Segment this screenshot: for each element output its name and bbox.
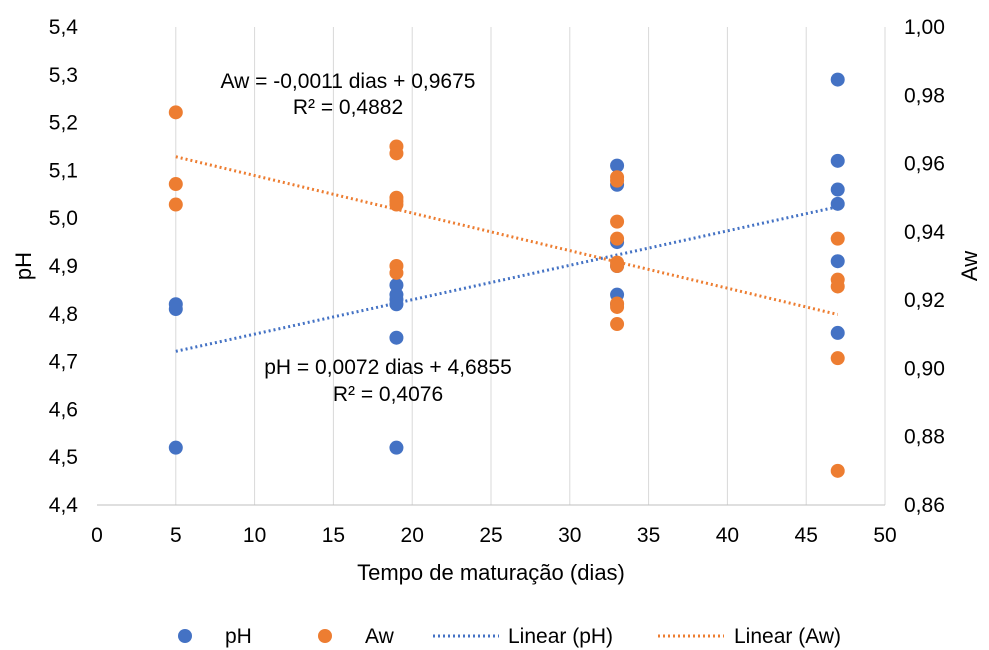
aw-point xyxy=(610,231,625,246)
legend-label-ph: pH xyxy=(225,625,252,648)
y-left-tick-label: 4,7 xyxy=(49,351,78,374)
legend: pH Aw Linear (pH) Linear (Aw) xyxy=(178,625,841,648)
y-right-tick-label: 0,92 xyxy=(904,289,945,312)
aw-point xyxy=(830,351,845,366)
ph-point xyxy=(830,254,845,269)
legend-marker-aw xyxy=(318,629,332,643)
aw-point xyxy=(389,197,404,212)
y-left-tick-label: 5,3 xyxy=(49,64,78,87)
x-tick-label: 45 xyxy=(795,524,818,547)
y-left-tick-label: 4,4 xyxy=(49,494,79,517)
ph-point xyxy=(389,297,404,312)
legend-marker-ph xyxy=(178,629,192,643)
y-left-tick-labels: 4,4 4,5 4,6 4,7 4,8 4,9 5,0 5,1 5,2 5,3 5,4 xyxy=(49,16,79,517)
aw-point xyxy=(168,177,183,192)
x-axis-title: Tempo de maturação (dias) xyxy=(357,560,625,585)
x-tick-labels: 0 5 10 15 20 25 30 35 40 45 50 xyxy=(91,524,897,547)
gridlines xyxy=(175,27,886,505)
legend-label-linear-aw: Linear (Aw) xyxy=(734,625,841,648)
y-left-tick-label: 5,0 xyxy=(49,207,78,230)
aw-point xyxy=(830,279,845,294)
x-tick-label: 20 xyxy=(401,524,424,547)
ph-point xyxy=(830,72,845,87)
ph-point xyxy=(610,158,625,173)
x-tick-label: 40 xyxy=(716,524,739,547)
y-left-tick-label: 5,1 xyxy=(49,159,78,182)
y-right-tick-labels: 0,86 0,88 0,90 0,92 0,94 0,96 0,98 1,00 xyxy=(904,16,945,517)
ph-point xyxy=(389,330,404,345)
y-left-tick-label: 5,2 xyxy=(49,112,78,135)
y-right-axis-title: Aw xyxy=(957,251,982,281)
x-tick-label: 5 xyxy=(170,524,182,547)
ph-point xyxy=(168,302,183,317)
y-right-tick-label: 0,90 xyxy=(904,357,945,380)
ph-point xyxy=(168,440,183,455)
ph-point xyxy=(830,196,845,211)
y-right-tick-label: 1,00 xyxy=(904,16,945,39)
aw-equation: Aw = -0,0011 dias + 0,9675 xyxy=(221,70,476,93)
aw-point xyxy=(168,105,183,120)
trendline-ph xyxy=(175,205,839,353)
ph-r-squared: R² = 0,4076 xyxy=(333,383,443,406)
y-right-tick-label: 0,98 xyxy=(904,84,945,107)
aw-point xyxy=(830,463,845,478)
trendline-aw xyxy=(175,155,839,316)
trendlines xyxy=(175,155,839,353)
ph-equation: pH = 0,0072 dias + 4,6855 xyxy=(264,356,512,379)
x-tick-label: 50 xyxy=(873,524,896,547)
y-right-tick-label: 0,88 xyxy=(904,426,945,449)
y-left-tick-label: 4,8 xyxy=(49,303,78,326)
x-tick-label: 25 xyxy=(479,524,502,547)
y-right-tick-label: 0,96 xyxy=(904,153,945,176)
x-tick-label: 35 xyxy=(637,524,660,547)
aw-point xyxy=(610,173,625,188)
aw-point xyxy=(389,146,404,161)
x-tick-label: 15 xyxy=(322,524,345,547)
ph-point xyxy=(830,153,845,168)
aw-point xyxy=(610,317,625,332)
x-tick-label: 30 xyxy=(558,524,581,547)
aw-point xyxy=(610,259,625,273)
aw-point xyxy=(168,197,183,212)
y-right-tick-label: 0,94 xyxy=(904,221,945,244)
ph-point xyxy=(830,182,845,197)
aw-point xyxy=(610,214,625,229)
legend-label-aw: Aw xyxy=(365,625,395,648)
y-left-axis-title: pH xyxy=(11,252,36,280)
y-left-tick-label: 4,5 xyxy=(49,446,78,469)
legend-label-linear-ph: Linear (pH) xyxy=(508,625,613,648)
ph-point xyxy=(830,325,845,340)
y-left-tick-label: 4,6 xyxy=(49,398,78,421)
aw-point xyxy=(389,265,404,280)
ph-point xyxy=(389,440,404,455)
aw-point xyxy=(830,231,845,246)
x-tick-label: 10 xyxy=(243,524,266,547)
aw-point xyxy=(610,299,625,314)
y-left-tick-label: 4,9 xyxy=(49,255,78,278)
x-tick-label: 0 xyxy=(91,524,103,547)
y-right-tick-label: 0,86 xyxy=(904,494,945,517)
y-left-tick-label: 5,4 xyxy=(49,16,79,39)
aw-r-squared: R² = 0,4882 xyxy=(293,96,403,119)
data-points xyxy=(168,72,845,478)
